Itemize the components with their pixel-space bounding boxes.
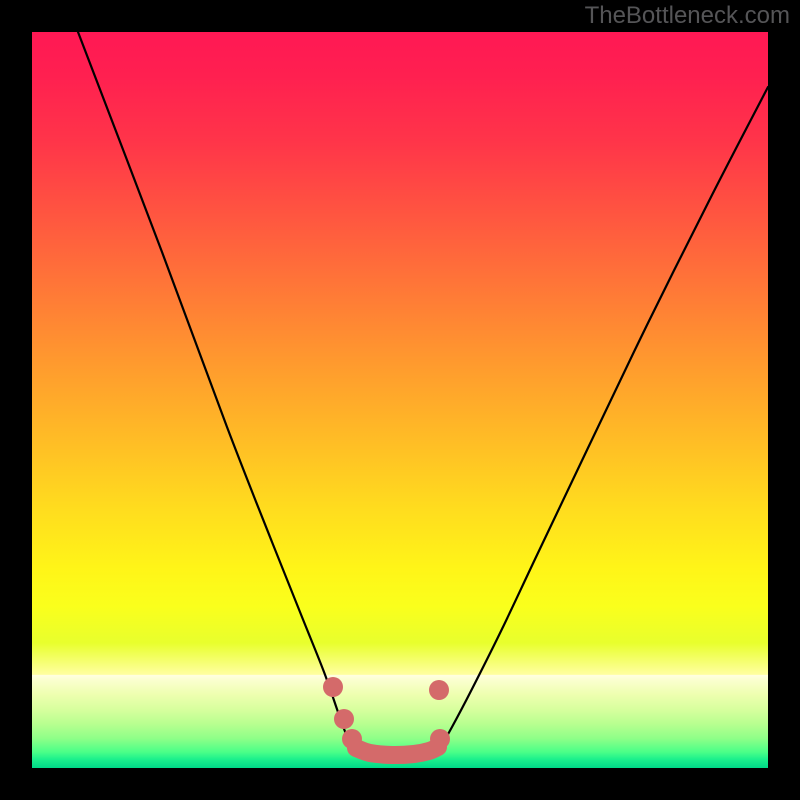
bottom-highlight-segment bbox=[356, 747, 438, 755]
marker-point bbox=[342, 729, 362, 749]
marker-point bbox=[323, 677, 343, 697]
marker-point bbox=[334, 709, 354, 729]
watermark-text: TheBottleneck.com bbox=[585, 2, 790, 30]
marker-point bbox=[430, 729, 450, 749]
gradient-background bbox=[32, 32, 768, 768]
gradient-v-curve-plot bbox=[32, 32, 768, 768]
chart-root: TheBottleneck.com bbox=[0, 0, 800, 800]
plot-area bbox=[32, 32, 768, 768]
marker-point bbox=[429, 680, 449, 700]
